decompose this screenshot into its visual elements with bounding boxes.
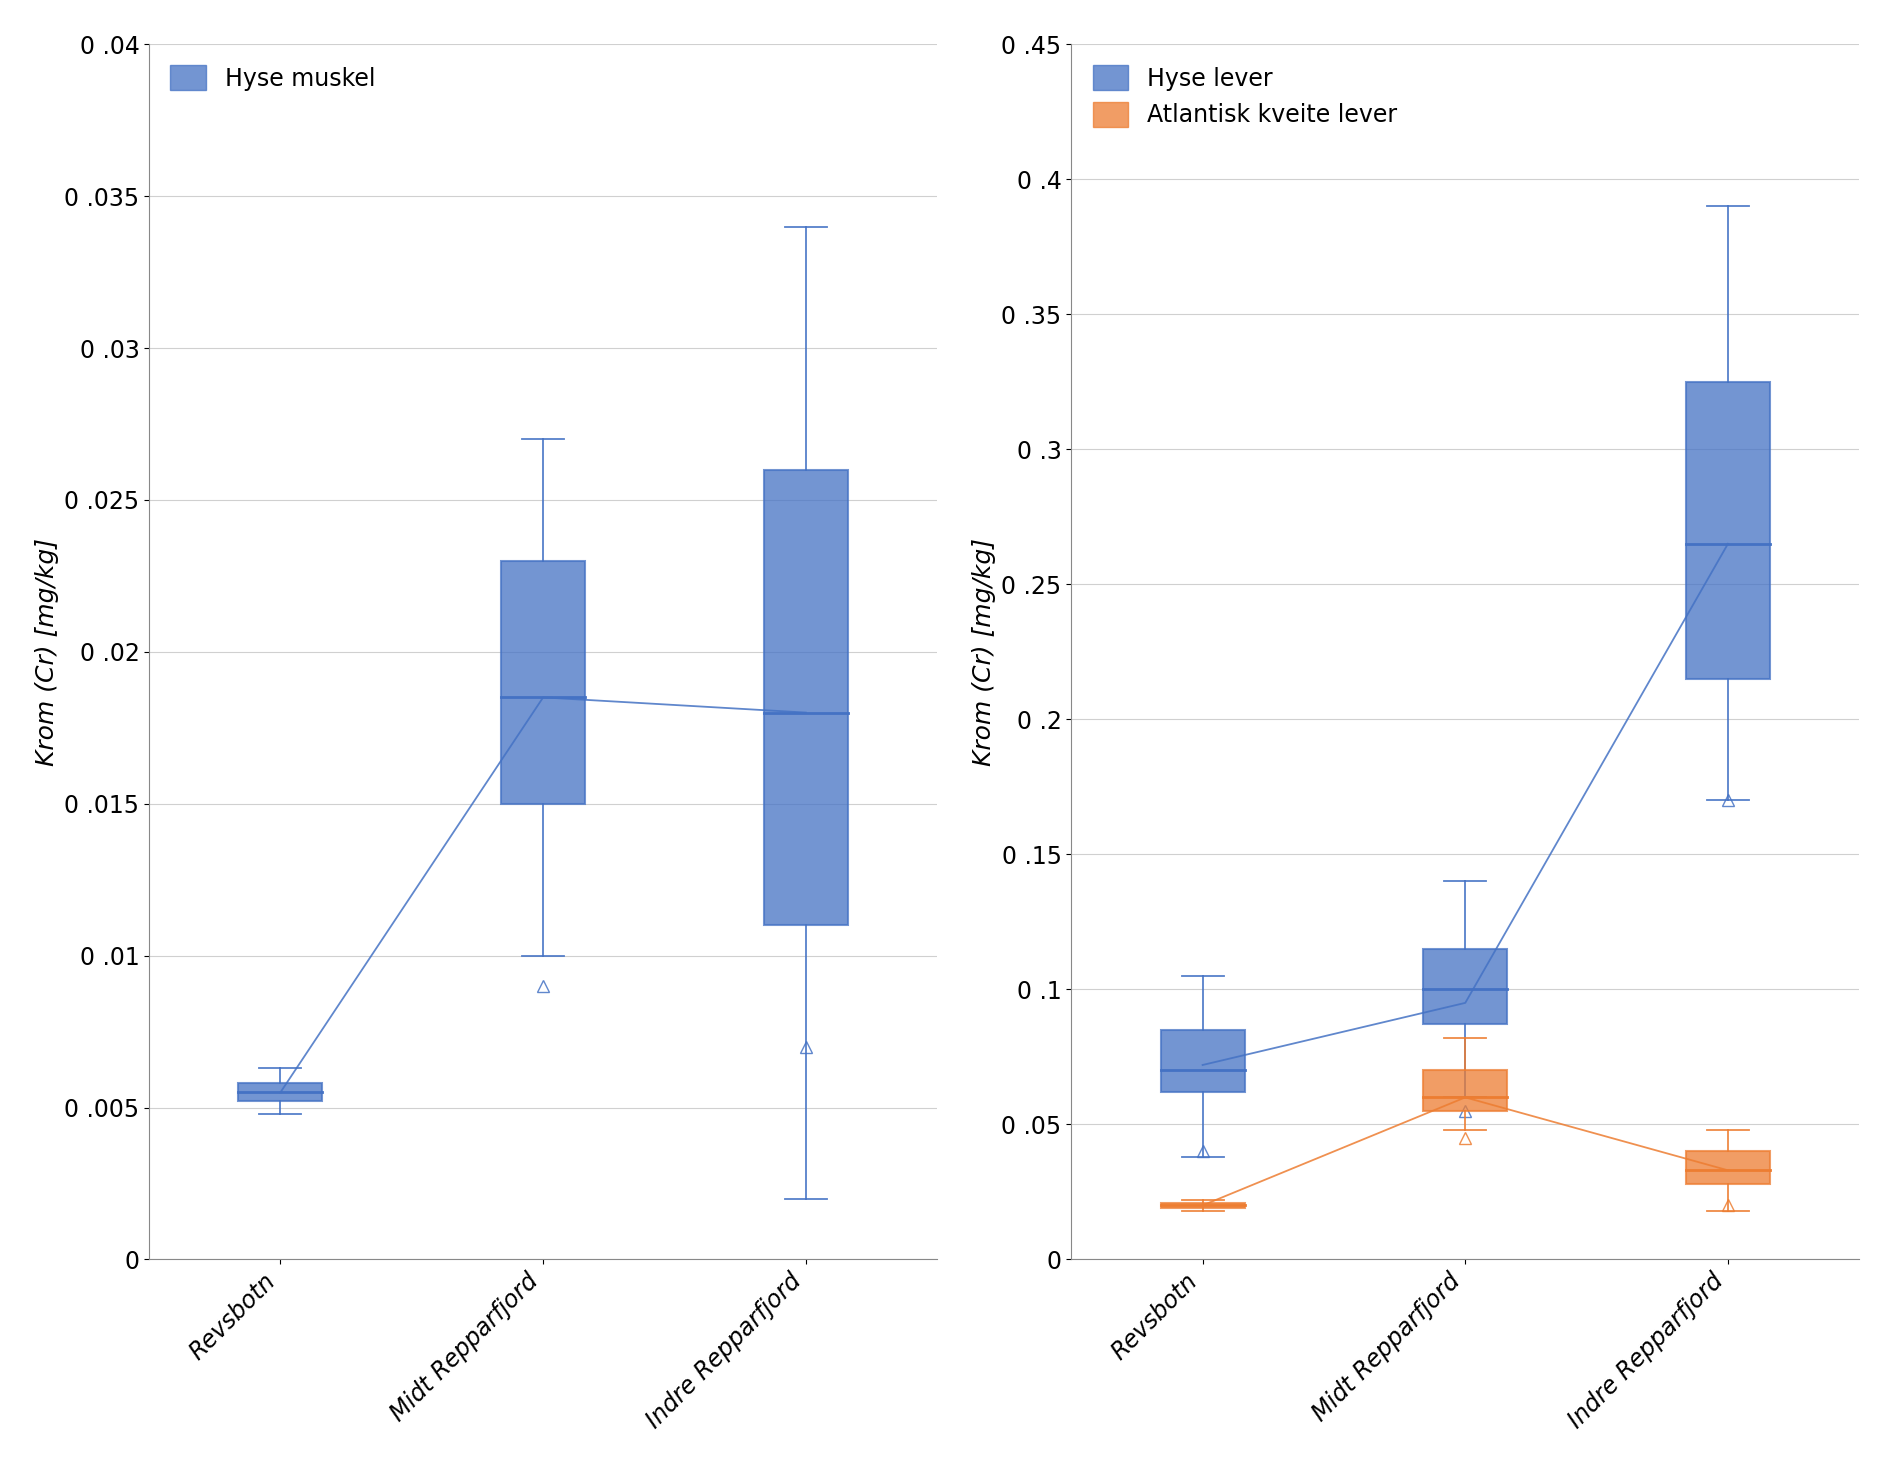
Bar — [239, 1083, 322, 1101]
Bar — [1161, 1202, 1244, 1208]
Bar — [1686, 382, 1771, 678]
Bar — [502, 561, 585, 803]
Legend: Hyse muskel: Hyse muskel — [161, 56, 384, 100]
Bar — [1686, 1151, 1771, 1183]
Y-axis label: Krom (Cr) [mg/kg]: Krom (Cr) [mg/kg] — [972, 537, 996, 766]
Legend: Hyse lever, Atlantisk kveite lever: Hyse lever, Atlantisk kveite lever — [1083, 56, 1407, 137]
Y-axis label: Krom (Cr) [mg/kg]: Krom (Cr) [mg/kg] — [34, 537, 59, 766]
Bar — [1422, 1070, 1508, 1111]
Bar — [763, 470, 849, 925]
Bar — [1161, 1031, 1244, 1092]
Bar — [1422, 948, 1508, 1025]
